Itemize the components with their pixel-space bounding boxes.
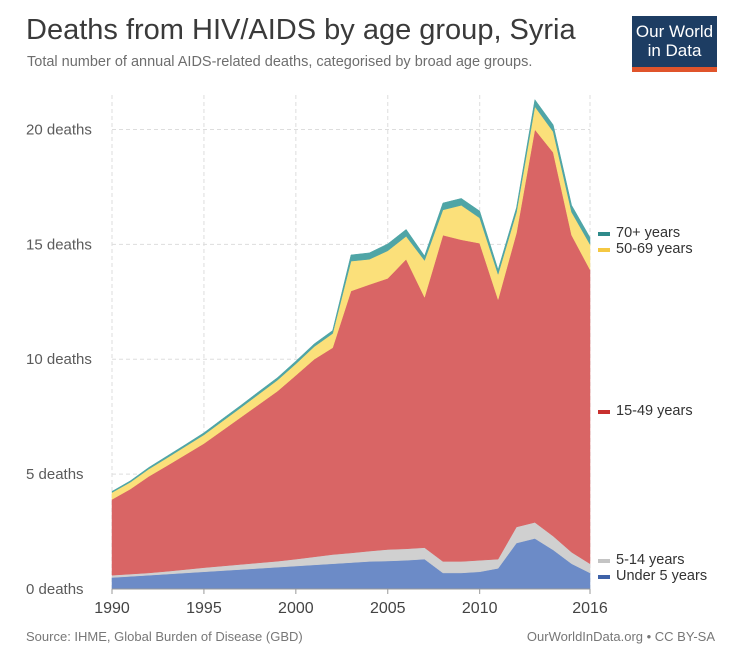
- source-note[interactable]: Source: IHME, Global Burden of Disease (…: [26, 629, 303, 644]
- legend-label[interactable]: 70+ years: [616, 225, 680, 241]
- license-credit[interactable]: OurWorldInData.org • CC BY-SA: [526, 629, 715, 644]
- x-tick-label: 2000: [278, 600, 314, 617]
- legend-swatch: [598, 410, 610, 414]
- legend-swatch: [598, 575, 610, 579]
- legend-label[interactable]: Under 5 years: [616, 568, 707, 584]
- y-tick-label: 10 deaths: [26, 351, 92, 368]
- chart-subtitle: Total number of annual AIDS-related deat…: [27, 54, 533, 70]
- x-axis-ticks: 1990 1995 2000 2005 2010 2016: [94, 588, 608, 617]
- legend-swatch: [598, 232, 610, 236]
- x-tick-label: 2016: [572, 600, 608, 617]
- y-tick-label: 0 deaths: [26, 581, 84, 598]
- legend-label[interactable]: 50-69 years: [616, 241, 693, 257]
- x-tick-label: 1990: [94, 600, 130, 617]
- x-tick-label: 2005: [370, 600, 406, 617]
- y-tick-label: 15 deaths: [26, 236, 92, 253]
- logo-line-1: Our World: [635, 22, 714, 41]
- area-series-70-years[interactable]: [111, 98, 591, 493]
- logo-line-2: in Data: [647, 41, 702, 60]
- legend-swatch: [598, 248, 610, 252]
- chart-title: Deaths from HIV/AIDS by age group, Syria: [26, 14, 576, 46]
- x-tick-label: 1995: [186, 600, 222, 617]
- stacked-areas: [111, 98, 591, 590]
- legend-label[interactable]: 15-49 years: [616, 403, 693, 419]
- legend-swatch: [598, 559, 610, 563]
- y-tick-label: 5 deaths: [26, 466, 84, 483]
- area-chart: 0 deaths 5 deaths 10 deaths 15 deaths 20 dea…: [26, 95, 707, 617]
- y-axis-ticks: 0 deaths 5 deaths 10 deaths 15 deaths 20 dea…: [26, 121, 92, 598]
- legend-label[interactable]: 5-14 years: [616, 552, 685, 568]
- owid-logo[interactable]: Our World in Data: [632, 16, 717, 72]
- y-tick-label: 20 deaths: [26, 121, 92, 138]
- x-tick-label: 2010: [462, 600, 498, 617]
